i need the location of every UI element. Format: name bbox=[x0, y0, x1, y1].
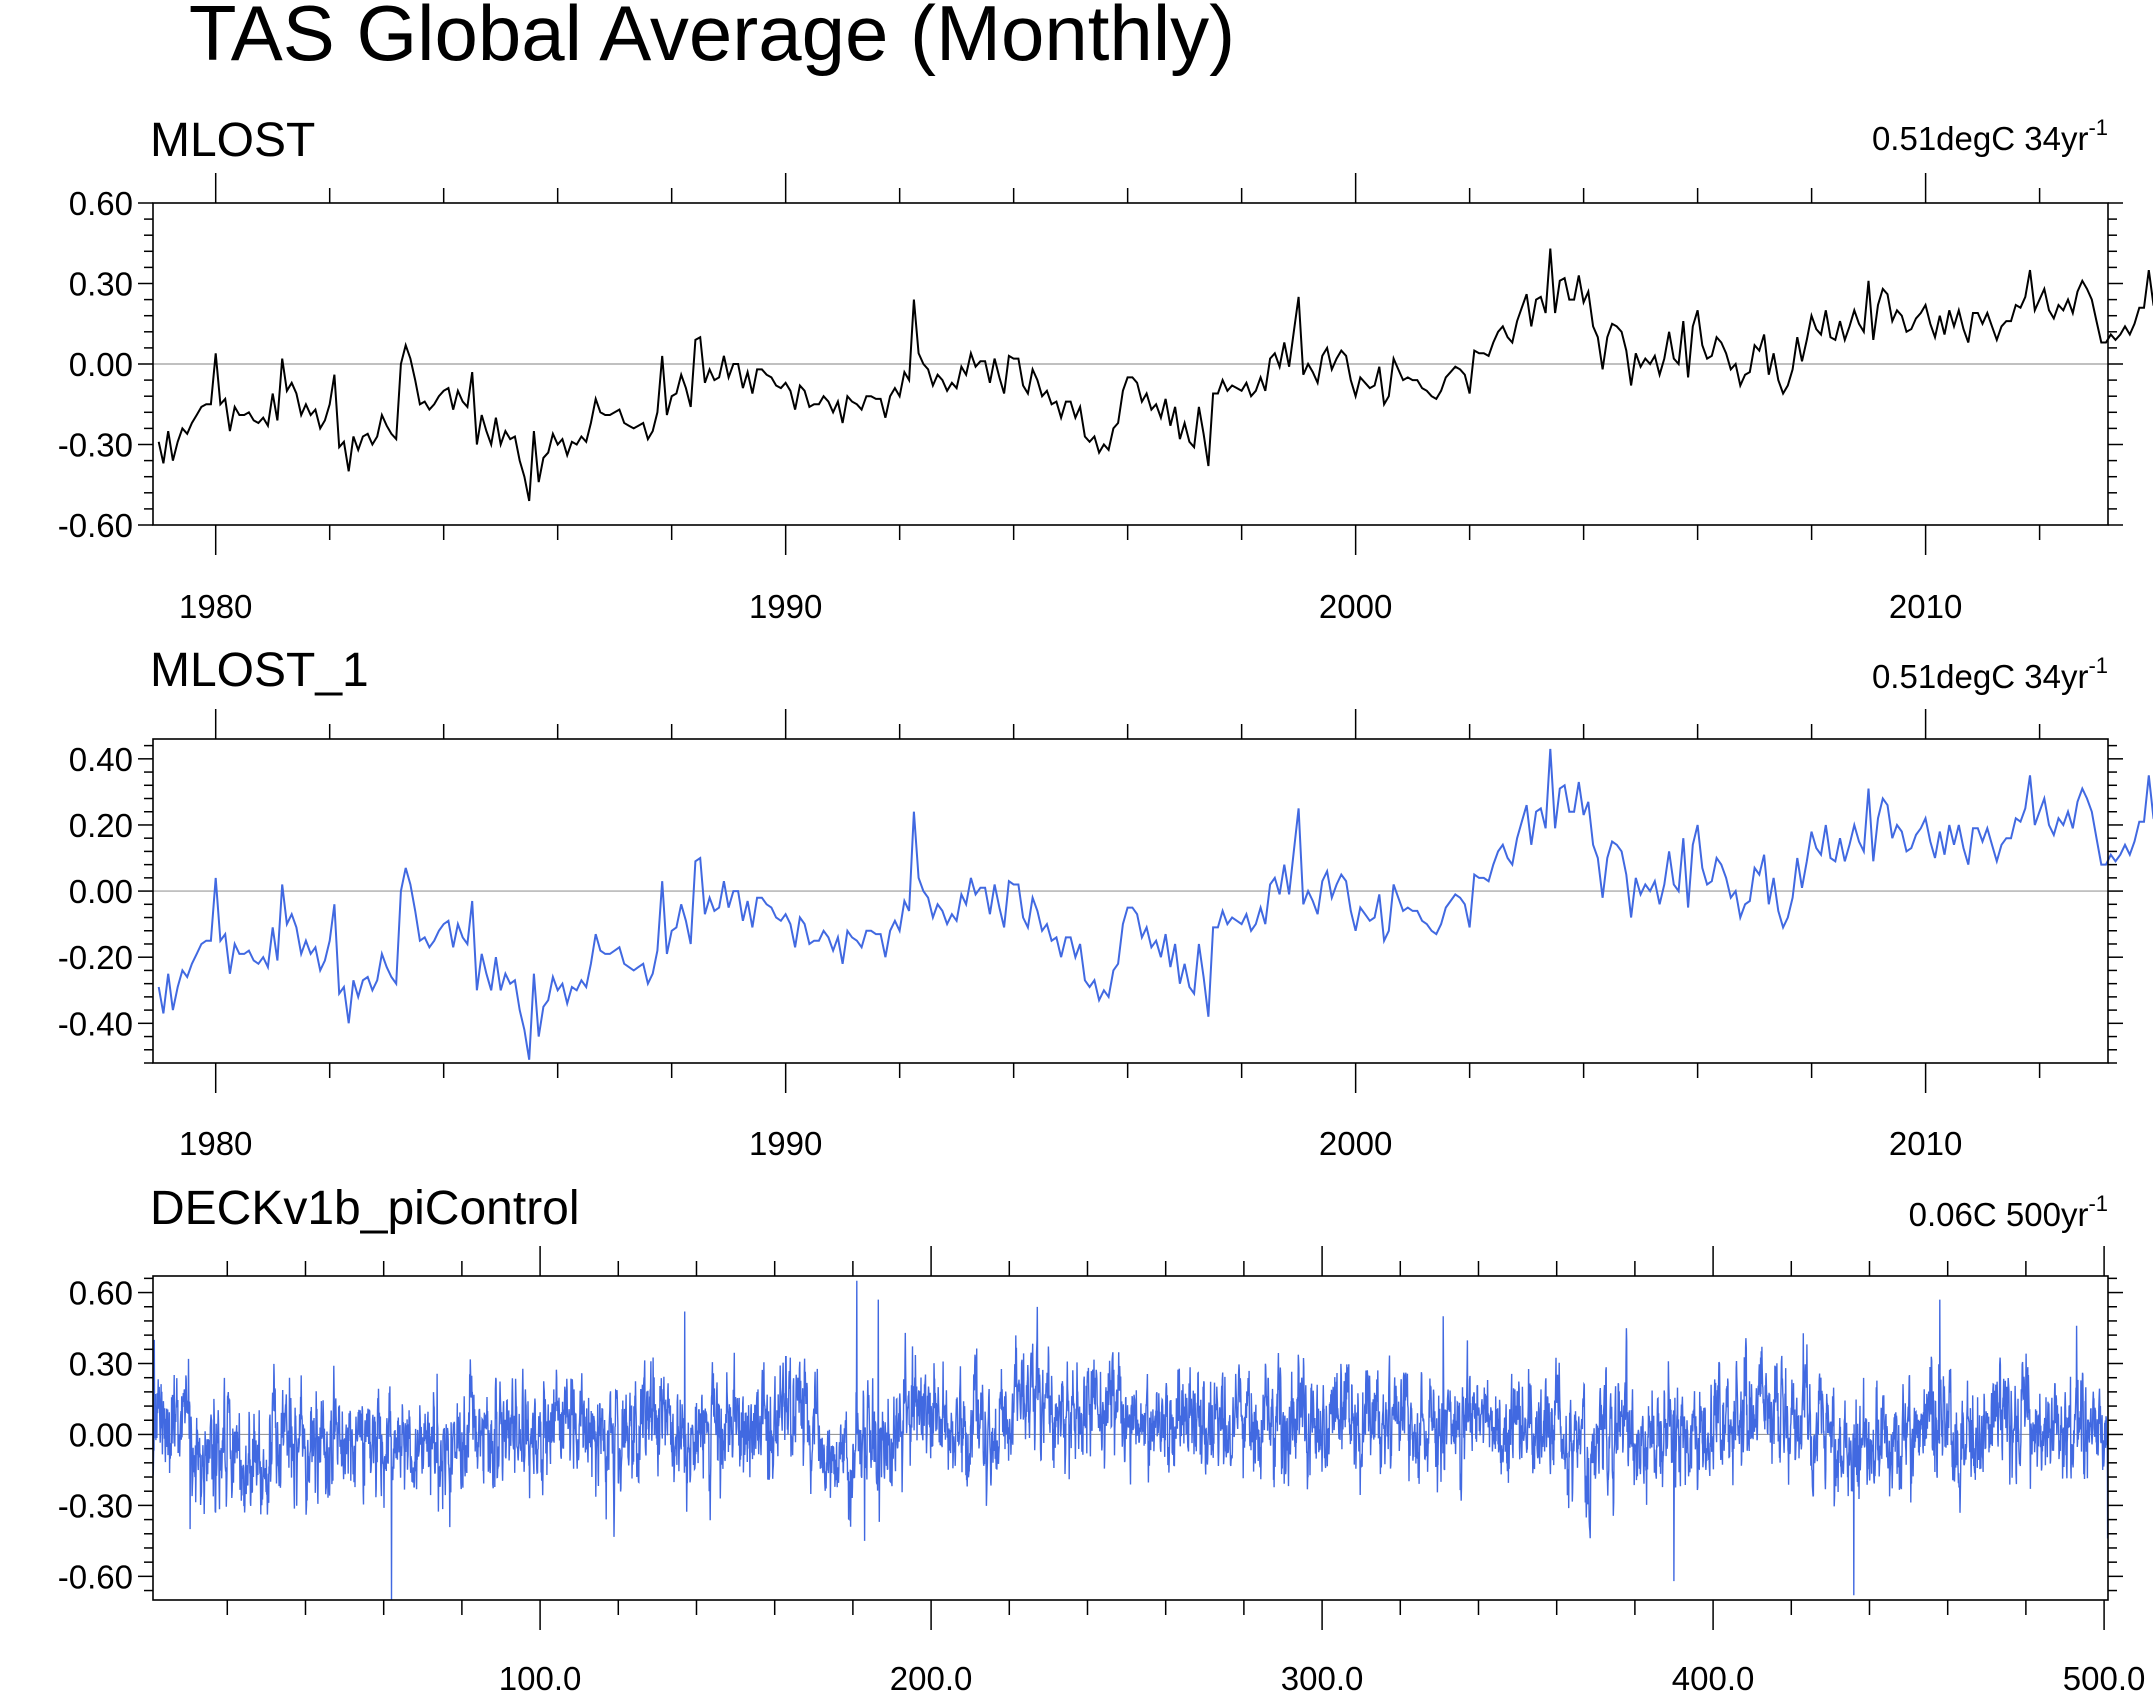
axis-ticks bbox=[138, 173, 2123, 555]
x-axis-labels: 1980 1990 2000 2010 bbox=[179, 588, 1962, 625]
y-tick-label: 0.30 bbox=[69, 1346, 133, 1383]
y-tick-label: 0.00 bbox=[69, 346, 133, 383]
x-tick-label: 200.0 bbox=[890, 1660, 973, 1697]
y-tick-label: -0.30 bbox=[58, 427, 133, 464]
x-tick-label: 2000 bbox=[1319, 1125, 1392, 1162]
y-tick-label: -0.60 bbox=[58, 1558, 133, 1595]
axis-ticks bbox=[138, 709, 2123, 1093]
plot-frame bbox=[152, 1275, 2109, 1601]
trend-label: 0.51degC 34yr-1 bbox=[1872, 115, 2108, 157]
panel-deckv1b-picontrol: DECKv1b_piControl 0.06C 500yr-1 0.60 0.30… bbox=[58, 1182, 2146, 1697]
x-tick-label: 2010 bbox=[1889, 588, 1962, 625]
x-tick-label: 1980 bbox=[179, 588, 252, 625]
y-axis-labels: 0.40 0.20 0.00 -0.20 -0.40 bbox=[58, 741, 133, 1042]
plot-frame bbox=[152, 738, 2109, 1064]
y-tick-label: -0.20 bbox=[58, 939, 133, 976]
x-tick-label: 400.0 bbox=[1672, 1660, 1755, 1697]
panel-title: MLOST_1 bbox=[150, 644, 369, 697]
x-tick-label: 1980 bbox=[179, 1125, 252, 1162]
x-tick-label: 1990 bbox=[749, 588, 822, 625]
axis-ticks bbox=[138, 1246, 2123, 1630]
y-tick-label: -0.60 bbox=[58, 507, 133, 544]
y-tick-label: -0.40 bbox=[58, 1005, 133, 1042]
trend-label-exponent: -1 bbox=[2088, 115, 2108, 140]
x-tick-label: 300.0 bbox=[1281, 1660, 1364, 1697]
x-tick-label: 2010 bbox=[1889, 1125, 1962, 1162]
trend-label-exponent: -1 bbox=[2088, 1191, 2108, 1216]
trend-label: 0.06C 500yr-1 bbox=[1909, 1191, 2108, 1233]
trend-label-exponent: -1 bbox=[2088, 653, 2108, 678]
trend-label: 0.51degC 34yr-1 bbox=[1872, 653, 2108, 695]
y-tick-label: -0.30 bbox=[58, 1487, 133, 1524]
figure-title: TAS Global Average (Monthly) bbox=[189, 0, 1235, 77]
trend-label-main: 0.51degC 34yr bbox=[1872, 120, 2088, 157]
y-tick-label: 0.20 bbox=[69, 807, 133, 844]
x-tick-label: 2000 bbox=[1319, 588, 1392, 625]
y-tick-label: 0.40 bbox=[69, 741, 133, 778]
trend-label-main: 0.06C 500yr bbox=[1909, 1196, 2089, 1233]
y-tick-label: 0.60 bbox=[69, 185, 133, 222]
y-tick-label: 0.00 bbox=[69, 873, 133, 910]
panel-title: MLOST bbox=[150, 114, 315, 167]
x-axis-labels: 100.0 200.0 300.0 400.0 500.0 bbox=[499, 1660, 2146, 1697]
panel-title: DECKv1b_piControl bbox=[150, 1182, 580, 1235]
y-axis-labels: 0.60 0.30 0.00 -0.30 -0.60 bbox=[58, 1275, 133, 1596]
x-tick-label: 1990 bbox=[749, 1125, 822, 1162]
y-tick-label: 0.60 bbox=[69, 1275, 133, 1312]
trend-label-main: 0.51degC 34yr bbox=[1872, 658, 2088, 695]
y-tick-label: 0.00 bbox=[69, 1416, 133, 1453]
series-line-deckv1b-picontrol bbox=[152, 1280, 2109, 1601]
y-axis-labels: 0.60 0.30 0.00 -0.30 -0.60 bbox=[58, 185, 133, 544]
y-tick-label: 0.30 bbox=[69, 266, 133, 303]
series-line-mlost-1 bbox=[157, 748, 2153, 1060]
x-axis-labels: 1980 1990 2000 2010 bbox=[179, 1125, 1962, 1162]
x-tick-label: 100.0 bbox=[499, 1660, 582, 1697]
series-line-mlost bbox=[157, 248, 2153, 502]
panel-mlost: MLOST 0.51degC 34yr-1 0.60 0.30 0.00 -0.30 -… bbox=[58, 114, 2153, 625]
plot-frame bbox=[152, 202, 2109, 526]
x-tick-label: 500.0 bbox=[2063, 1660, 2146, 1697]
panel-mlost-1: MLOST_1 0.51degC 34yr-1 0.40 0.20 0.00 -0.2… bbox=[58, 644, 2153, 1162]
